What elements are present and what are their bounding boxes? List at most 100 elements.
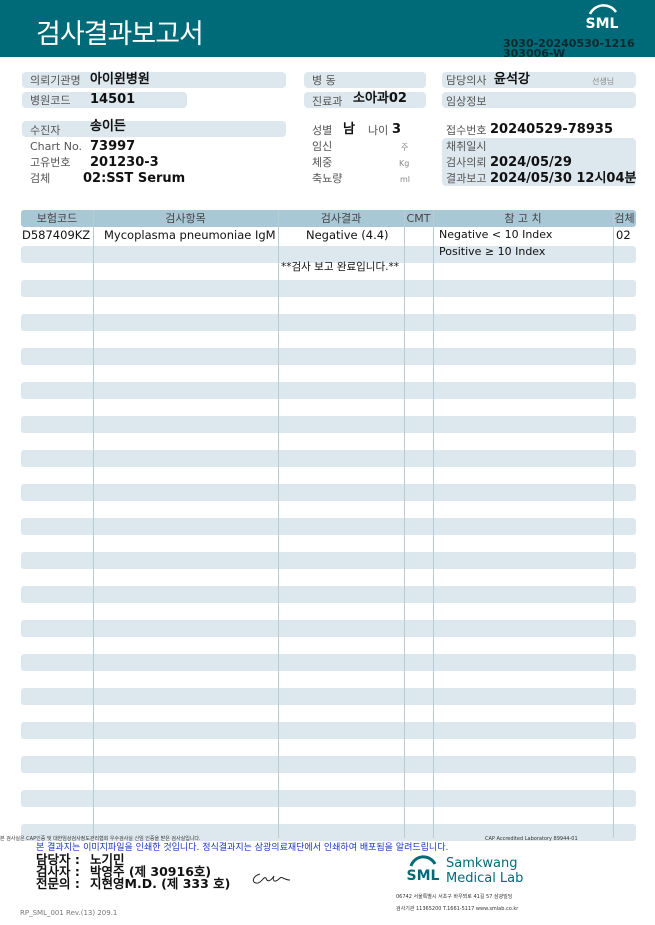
bar xyxy=(304,92,426,108)
specimen: 02:SST Serum xyxy=(83,171,186,186)
table-row-stripe xyxy=(21,348,636,365)
specialist-label: 전문의 : xyxy=(36,876,80,891)
manager-label: 담당자 : xyxy=(36,852,80,867)
table-row-stripe xyxy=(21,280,636,297)
col-specimen: 검체 xyxy=(614,212,635,225)
patient-name: 송이든 xyxy=(90,119,126,134)
label-patient: 수진자 xyxy=(30,124,61,137)
table-row-stripe xyxy=(21,314,636,331)
column-divider xyxy=(93,210,94,838)
sml-logo-icon: SML xyxy=(586,4,619,32)
table-row-stripe xyxy=(21,824,636,841)
label-collect: 채취일시 xyxy=(446,140,487,153)
examiner: 박영주 (제 30916호) xyxy=(90,864,212,879)
label-receipt: 접수번호 xyxy=(446,124,487,137)
table-row-stripe xyxy=(21,620,636,637)
urine-unit: ml xyxy=(400,175,411,184)
lab-address: 06742 서울특별시 서초구 바우뫼로 41길 57 삼광빌딩 xyxy=(396,894,513,900)
svg-text:SML: SML xyxy=(586,16,619,32)
column-divider xyxy=(404,210,405,838)
bar xyxy=(442,138,636,186)
bar xyxy=(442,72,636,88)
bar xyxy=(22,121,286,137)
table-header xyxy=(21,210,636,227)
table-row-stripe xyxy=(21,518,636,535)
table-row-stripe xyxy=(21,382,636,399)
column-divider xyxy=(433,210,434,838)
doctor-suffix: 선생님 xyxy=(592,77,615,86)
cap-note: 본 검사실은 CAP인증 및 대한임상검사정도관리협회 우수검사실 신임 인증을… xyxy=(0,836,201,842)
label-sex: 성별 xyxy=(312,124,333,137)
table-row-stripe xyxy=(21,484,636,501)
table-row-stripe xyxy=(21,246,636,263)
chart-number: 73997 xyxy=(90,139,136,154)
pregnancy-unit: 주 xyxy=(401,143,409,152)
bar xyxy=(22,92,187,108)
label-request: 검사의뢰 xyxy=(446,156,487,169)
weight-unit: Kg xyxy=(399,159,410,168)
doctor: 윤석강 xyxy=(494,72,530,87)
bar xyxy=(442,92,636,108)
label-report: 결과보고 xyxy=(446,172,487,185)
sml-logo-icon: SML xyxy=(407,855,440,884)
bar xyxy=(22,72,286,88)
cap-number: CAP Accredited Laboratory 89944-01 xyxy=(485,836,578,842)
image-notice: 본 결과지는 이미지파일을 인쇄한 것입니다. 정식결과지는 삼광의료재단에서 … xyxy=(36,843,449,853)
col-result: 검사결과 xyxy=(320,212,362,225)
column-divider xyxy=(613,210,614,838)
form-code: RP_SML_001 Rev.(13) 209.1 xyxy=(20,909,118,917)
lab-name-line1: Samkwang xyxy=(446,856,518,871)
manager: 노기민 xyxy=(90,852,125,867)
cell-item: Mycoplasma pneumoniae IgM xyxy=(104,228,276,242)
col-test-item: 검사항목 xyxy=(165,212,206,225)
receipt-number: 20240529-78935 xyxy=(490,122,613,137)
table-row-stripe xyxy=(21,654,636,671)
label-urine: 축뇨량 xyxy=(312,172,343,185)
sex: 남 xyxy=(343,122,355,137)
page-title: 검사결과보고서 xyxy=(36,19,204,50)
col-reference: 참 고 치 xyxy=(504,212,542,225)
label-doctor: 담당의사 xyxy=(446,74,487,87)
label-pregnancy: 임신 xyxy=(312,140,333,153)
cell-result: Negative (4.4) xyxy=(306,228,389,242)
report-code: 3030-20240530-1216 xyxy=(503,37,635,50)
label-weight: 체중 xyxy=(312,156,333,169)
cell-code: D587409KZ xyxy=(22,228,91,242)
table-row-stripe xyxy=(21,756,636,773)
hospital-code: 14501 xyxy=(90,92,136,107)
requesting-org: 아이윈병원 xyxy=(90,72,150,87)
report-complete-note: **검사 보고 완료입니다.** xyxy=(281,261,399,273)
table-row-stripe xyxy=(21,722,636,739)
cell-specimen: 02 xyxy=(616,228,631,242)
bar xyxy=(304,72,426,88)
label-requesting-org: 의뢰기관명 xyxy=(30,74,81,87)
table-row-stripe xyxy=(21,688,636,705)
label-specimen: 검체 xyxy=(30,172,51,185)
unique-number: 201230-3 xyxy=(90,155,159,170)
label-ward: 병 동 xyxy=(312,74,336,87)
table-row-stripe xyxy=(21,450,636,467)
lab-name-line2: Medical Lab xyxy=(446,871,524,886)
signature-icon xyxy=(252,873,291,884)
age: 3 xyxy=(392,122,402,137)
table-row-stripe xyxy=(21,416,636,433)
cell-reference: Positive ≥ 10 Index xyxy=(439,245,546,258)
label-chart: Chart No. xyxy=(30,140,82,153)
label-department: 진료과 xyxy=(312,95,343,108)
label-unique: 고유번호 xyxy=(30,156,71,169)
label-age: 나이 xyxy=(368,124,389,137)
lab-contact: 검사기관 11365200 T.1661-5117 www.smlab.co.k… xyxy=(396,906,519,912)
examiner-label: 검사자 : xyxy=(36,864,80,879)
col-cmt: CMT xyxy=(406,212,431,225)
table-row-stripe xyxy=(21,586,636,603)
label-clinical-info: 임상정보 xyxy=(446,95,487,108)
header-bar xyxy=(0,0,655,57)
svg-text:SML: SML xyxy=(407,868,440,884)
label-hospital-code: 병원코드 xyxy=(30,94,71,107)
col-insurance-code: 보험코드 xyxy=(36,212,78,225)
table-row-stripe xyxy=(21,790,636,807)
table-row-stripe xyxy=(21,552,636,569)
department: 소아과02 xyxy=(353,91,407,106)
request-date: 2024/05/29 xyxy=(490,155,572,170)
